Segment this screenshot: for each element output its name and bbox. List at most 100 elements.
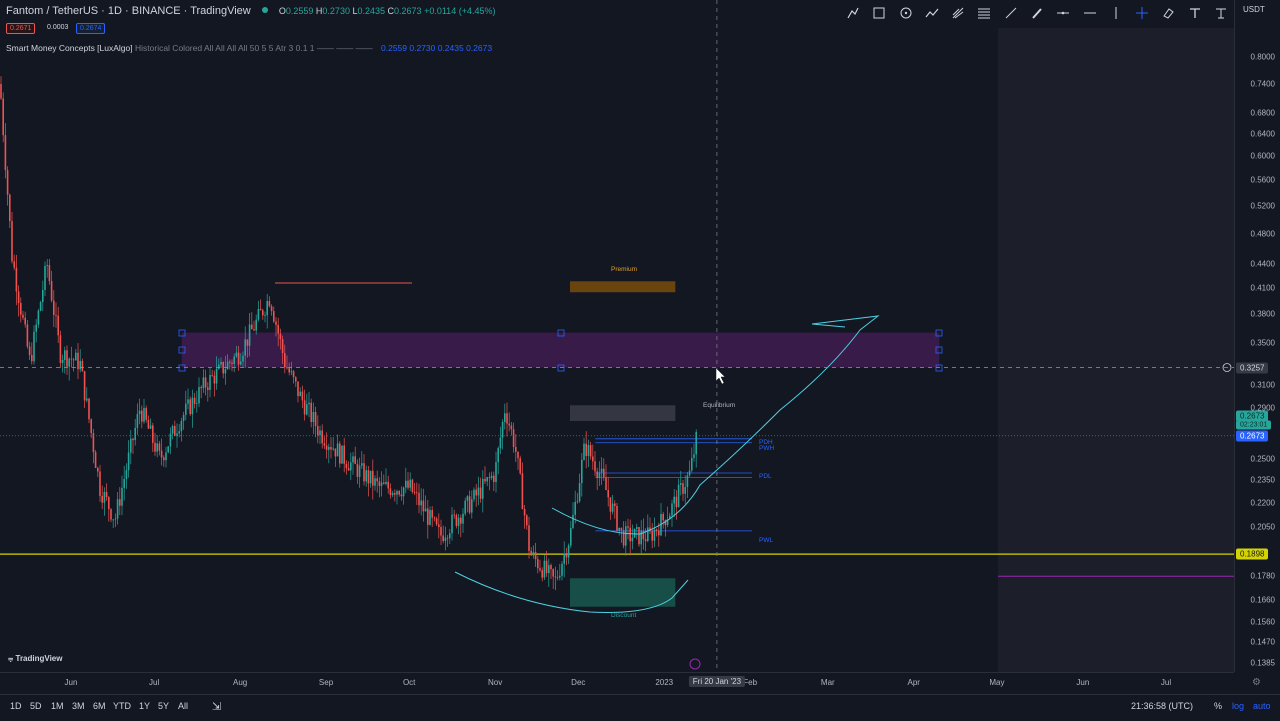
candle-body — [169, 433, 172, 447]
candle-body — [427, 508, 429, 525]
brush-icon[interactable] — [1029, 5, 1045, 21]
price-tick: 0.4800 — [1250, 229, 1275, 238]
candle-body — [31, 354, 33, 362]
candle-body — [119, 499, 121, 506]
time-tick: Mar — [820, 678, 835, 687]
candle-body — [198, 387, 200, 404]
candle-body — [330, 446, 332, 450]
candle-body — [310, 402, 312, 422]
candle-body — [475, 489, 477, 496]
timeframe-1d[interactable]: 1D — [10, 701, 22, 711]
fib-icon[interactable] — [976, 5, 992, 21]
candle-body — [77, 352, 79, 370]
candle-body — [143, 407, 145, 422]
buy-price-button[interactable]: 0.2674 — [76, 23, 106, 34]
candle-body — [449, 533, 451, 539]
price-scale[interactable]: USDT 0.8000 0.7400 0.6800 0.6400 0.6000 0.560… — [1234, 0, 1280, 672]
candle-body — [508, 423, 510, 426]
mouse-cursor-icon — [715, 367, 726, 385]
horizontal-ray-icon[interactable] — [1082, 5, 1098, 21]
candle-body — [455, 515, 458, 526]
trend-line-icon[interactable] — [845, 5, 861, 21]
percent-toggle[interactable]: % — [1214, 701, 1223, 711]
candle-body — [97, 467, 99, 472]
rectangle-icon[interactable] — [871, 5, 887, 21]
candle-body — [132, 438, 134, 441]
timeframe-ytd[interactable]: YTD — [113, 701, 131, 711]
candle-body — [257, 309, 260, 320]
indicator-legend[interactable]: Smart Money Concepts [LuxAlgo] Historica… — [6, 43, 492, 53]
candle-body — [202, 377, 205, 389]
candle-body — [576, 501, 579, 503]
timeframe-5y[interactable]: 5Y — [158, 701, 170, 711]
crosshair-icon[interactable] — [1134, 5, 1150, 21]
timeframe-5d[interactable]: 5D — [30, 701, 42, 711]
candle-body — [396, 491, 398, 495]
candle-body — [284, 353, 286, 368]
candlestick-chart[interactable] — [0, 0, 1234, 672]
eraser-icon[interactable] — [1160, 5, 1176, 21]
candle-body — [517, 451, 519, 459]
text-icon[interactable] — [1187, 5, 1203, 21]
candle-body — [444, 537, 447, 542]
candle-body — [229, 361, 231, 363]
candle-body — [134, 427, 136, 441]
vertical-line-icon[interactable] — [1108, 5, 1124, 21]
candle-body — [55, 314, 57, 316]
candle-body — [451, 514, 453, 534]
horizontal-line-icon[interactable] — [1055, 5, 1071, 21]
pitchfork-icon[interactable] — [950, 5, 966, 21]
candle-body — [424, 508, 427, 512]
settings-gear-icon[interactable]: ⚙ — [1252, 677, 1261, 688]
candle-body — [691, 457, 693, 471]
candle-body — [629, 527, 631, 542]
candle-body — [81, 360, 84, 372]
candle-body — [365, 470, 367, 482]
candle-body — [429, 510, 431, 525]
future-region-shade — [998, 28, 1234, 672]
candle-body — [490, 475, 493, 479]
candle-body — [127, 452, 130, 471]
pin-icon[interactable] — [1213, 5, 1229, 21]
time-tick: Apr — [907, 678, 920, 687]
candle-body — [345, 463, 348, 469]
circle-icon[interactable] — [898, 5, 914, 21]
time-tick: Feb — [743, 678, 758, 687]
path-icon[interactable] — [924, 5, 940, 21]
symbol-title[interactable]: Fantom / TetherUS · 1D · BINANCE · Tradi… — [6, 5, 251, 17]
compare-range-icon[interactable]: ⇲ — [212, 701, 222, 713]
candle-body — [352, 456, 354, 463]
candle-body — [211, 375, 213, 376]
sell-price-button[interactable]: 0.2671 — [6, 23, 36, 34]
log-toggle[interactable]: log — [1232, 701, 1245, 711]
timeframe-1y[interactable]: 1Y — [139, 701, 151, 711]
time-scale[interactable]: Jun Jul Aug Sep Oct Nov Dec 2023 Feb Mar Apr May Jun… — [0, 672, 1261, 695]
timeframe-all[interactable]: All — [178, 701, 189, 711]
ray-icon[interactable] — [1003, 5, 1019, 21]
price-tick: 0.7400 — [1250, 79, 1275, 89]
pdh-label: PDH — [759, 439, 773, 446]
candle-body — [581, 459, 583, 484]
timeframe-6m[interactable]: 6M — [93, 701, 106, 711]
auto-toggle[interactable]: auto — [1253, 701, 1271, 711]
candle-body — [39, 302, 42, 311]
candle-body — [416, 492, 418, 494]
candle-body — [83, 371, 86, 401]
candle-body — [99, 471, 101, 496]
candle-body — [400, 494, 403, 497]
candle-body — [15, 267, 18, 292]
timeframe-3m[interactable]: 3M — [72, 701, 85, 711]
candle-body — [574, 501, 576, 515]
tradingview-logo[interactable]: ⩦ TradingView — [8, 653, 63, 663]
candle-body — [189, 399, 191, 415]
candle-body — [35, 324, 37, 332]
clock[interactable]: 21:36:58 (UTC) — [1131, 701, 1194, 711]
resize-handle — [935, 346, 943, 354]
chart-area[interactable] — [0, 0, 1234, 672]
candle-body — [253, 329, 255, 331]
candle-body — [688, 470, 691, 476]
timeframe-1m[interactable]: 1M — [51, 701, 64, 711]
candle-body — [218, 364, 220, 369]
currency-label[interactable]: USDT — [1243, 5, 1265, 14]
price-tick: 0.8000 — [1250, 52, 1275, 62]
